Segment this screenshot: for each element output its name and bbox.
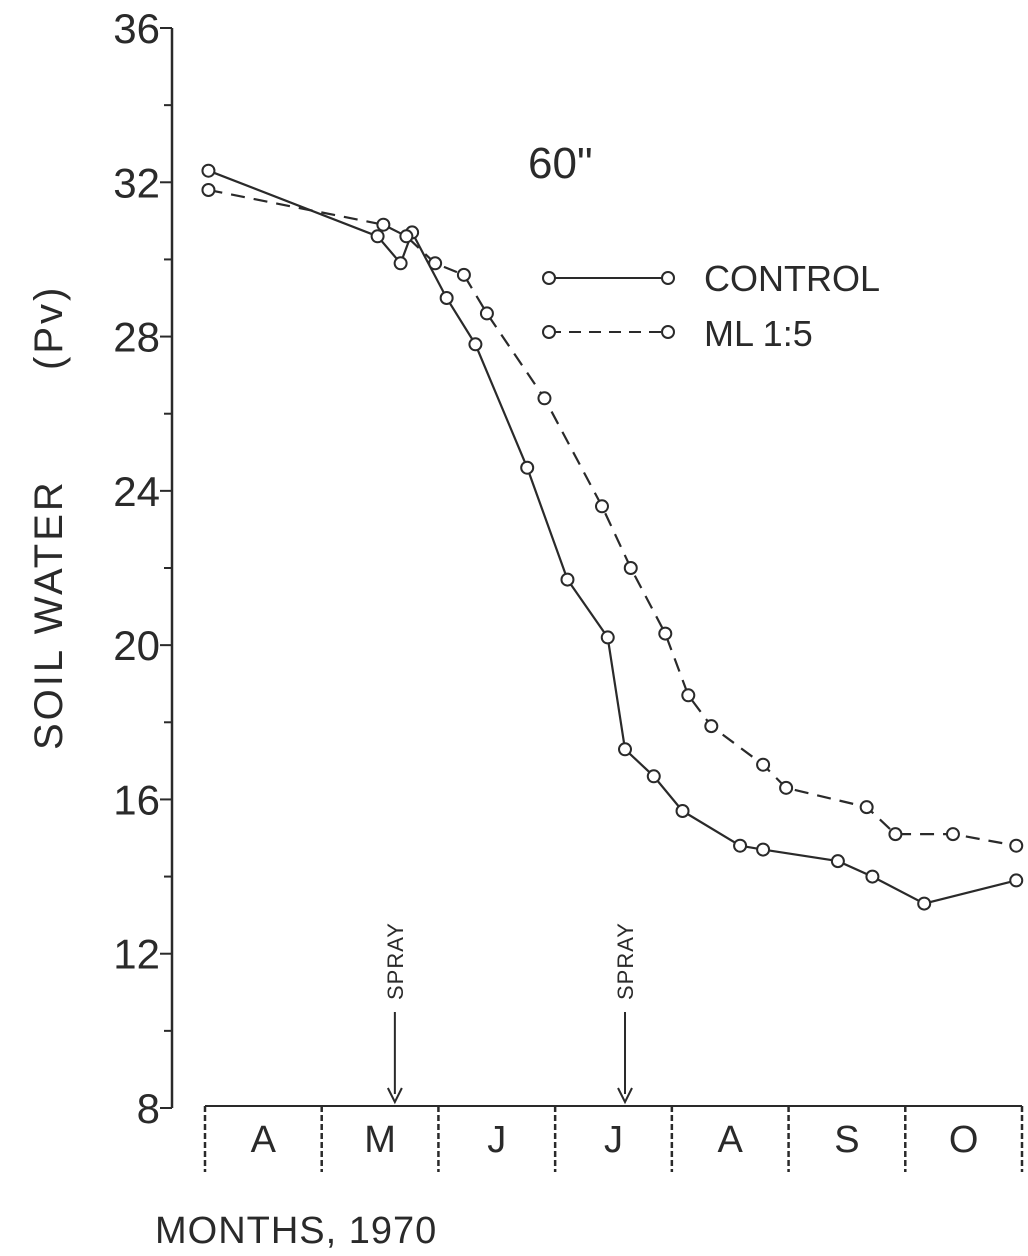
data-point bbox=[917, 896, 932, 911]
data-point bbox=[865, 869, 880, 884]
depth-annotation: 60" bbox=[528, 139, 593, 188]
data-point bbox=[439, 291, 454, 305]
data-point bbox=[520, 460, 535, 475]
legend-label-control: CONTROL bbox=[704, 258, 880, 299]
y-tick-label: 28 bbox=[113, 314, 160, 361]
data-point bbox=[560, 572, 575, 587]
spray-arrow-head bbox=[386, 1087, 403, 1105]
data-point bbox=[537, 391, 552, 406]
series-line bbox=[208, 169, 1017, 905]
y-tick-label: 36 bbox=[113, 5, 160, 52]
data-point bbox=[428, 256, 443, 271]
data-point bbox=[399, 229, 414, 244]
data-point bbox=[393, 256, 408, 271]
data-point bbox=[1009, 873, 1024, 888]
data-point bbox=[945, 827, 960, 842]
data-point bbox=[704, 719, 719, 734]
data-point bbox=[479, 306, 494, 321]
data-point bbox=[201, 163, 216, 178]
spray-annotation: SPRAY bbox=[383, 922, 408, 1105]
legend-entry-ml: ML 1:5 bbox=[542, 313, 813, 354]
legend: CONTROL ML 1:5 bbox=[542, 258, 880, 354]
data-point bbox=[201, 183, 216, 197]
month-label: M bbox=[364, 1119, 396, 1161]
y-tick-label: 12 bbox=[113, 931, 160, 978]
data-point bbox=[1009, 838, 1024, 853]
x-axis-title: MONTHS, 1970 bbox=[155, 1210, 437, 1252]
month-label: J bbox=[604, 1119, 623, 1161]
data-point bbox=[859, 800, 874, 815]
legend-label-ml: ML 1:5 bbox=[704, 313, 813, 354]
data-point bbox=[618, 742, 633, 757]
spray-label: SPRAY bbox=[383, 922, 408, 1000]
data-point bbox=[830, 854, 845, 869]
axes: 8 12 16 20 24 28 32 36 bbox=[113, 5, 174, 1132]
data-point bbox=[600, 630, 615, 645]
month-label: A bbox=[718, 1119, 744, 1161]
spray-annotations: SPRAY SPRAY bbox=[383, 922, 638, 1105]
y-tick-label: 24 bbox=[113, 468, 160, 515]
data-point bbox=[675, 804, 690, 818]
data-point bbox=[681, 688, 696, 703]
y-tick-label: 20 bbox=[113, 622, 160, 669]
month-label: O bbox=[949, 1119, 979, 1161]
month-label: J bbox=[487, 1119, 506, 1161]
spray-annotation: SPRAY bbox=[613, 922, 638, 1105]
data-point bbox=[646, 769, 661, 784]
month-label: S bbox=[834, 1119, 859, 1161]
data-point bbox=[779, 780, 794, 795]
y-axis-title-main: SOIL WATER bbox=[27, 479, 71, 750]
spray-label: SPRAY bbox=[613, 922, 638, 1000]
data-point bbox=[756, 757, 771, 772]
y-tick-label: 16 bbox=[113, 776, 160, 823]
y-tick-label: 32 bbox=[113, 159, 160, 206]
data-point bbox=[658, 626, 673, 641]
data-point bbox=[756, 842, 771, 857]
series-layer bbox=[201, 163, 1024, 911]
y-tick-label: 8 bbox=[137, 1085, 160, 1132]
month-label: A bbox=[251, 1119, 277, 1161]
series-ml bbox=[201, 183, 1024, 853]
data-point bbox=[594, 499, 609, 514]
data-point bbox=[888, 827, 903, 842]
series-control bbox=[201, 163, 1024, 911]
data-point bbox=[376, 217, 391, 232]
series-line bbox=[208, 188, 1017, 847]
data-point bbox=[456, 267, 471, 282]
data-point bbox=[468, 337, 483, 352]
data-point bbox=[370, 229, 385, 244]
data-point bbox=[733, 838, 748, 853]
legend-entry-control: CONTROL bbox=[542, 258, 880, 299]
y-axis-title: SOIL WATER (Pv) bbox=[27, 285, 71, 750]
data-point bbox=[623, 561, 638, 575]
y-axis-title-unit: (Pv) bbox=[27, 285, 71, 370]
spray-arrow-head bbox=[617, 1087, 633, 1105]
